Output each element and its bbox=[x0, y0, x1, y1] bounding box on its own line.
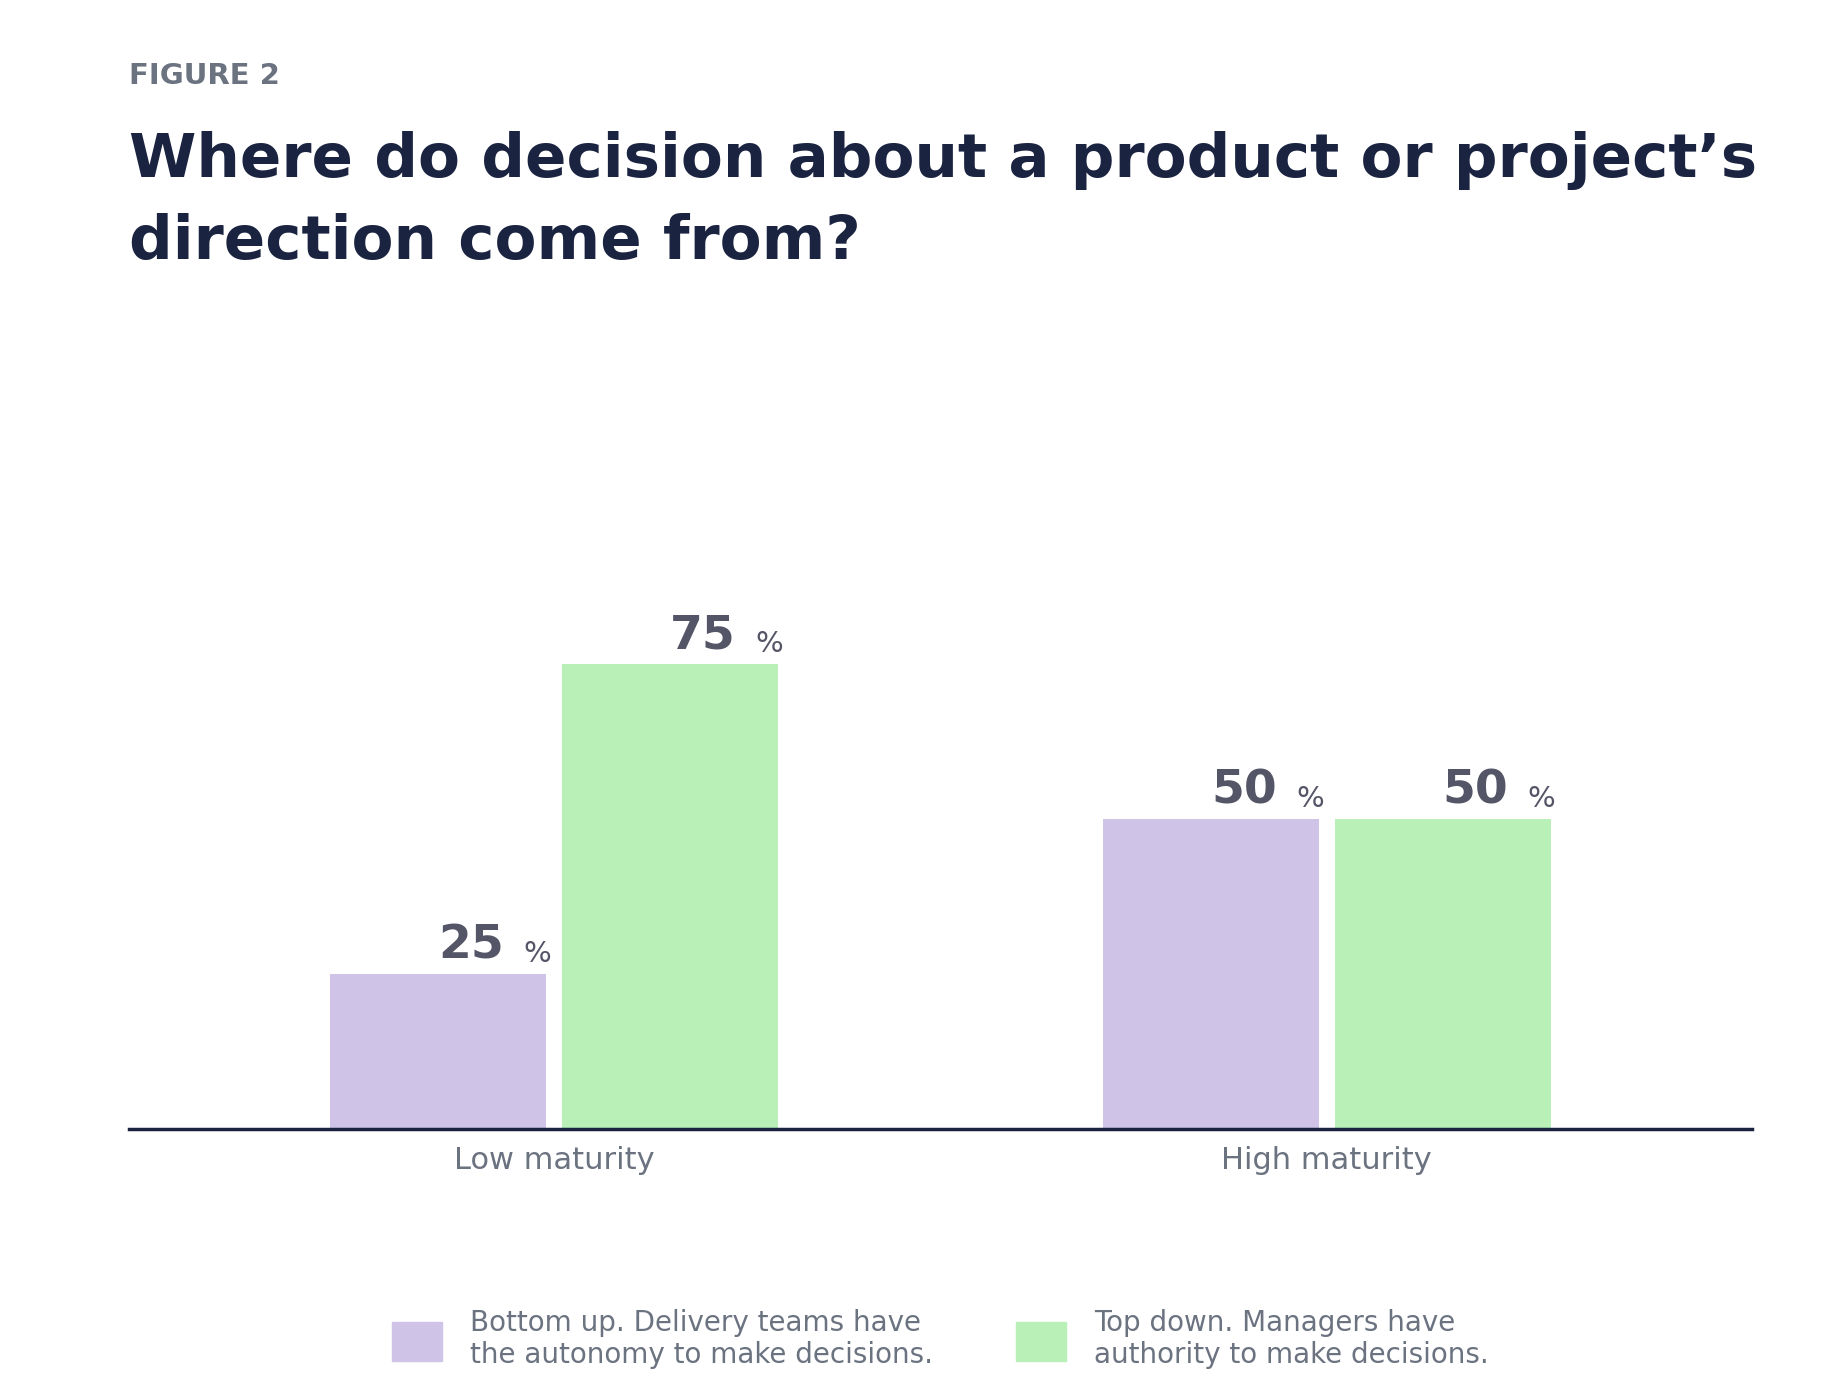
Bar bbox=[1335, 819, 1551, 1129]
Text: Where do decision about a product or project’s: Where do decision about a product or pro… bbox=[129, 131, 1757, 190]
Bar bbox=[330, 975, 546, 1129]
Text: FIGURE 2: FIGURE 2 bbox=[129, 62, 280, 90]
Text: 50: 50 bbox=[1212, 768, 1276, 812]
Bar bbox=[562, 665, 778, 1129]
Text: %: % bbox=[524, 940, 551, 968]
Text: 50: 50 bbox=[1442, 768, 1508, 812]
Text: %: % bbox=[1296, 785, 1324, 812]
Text: 75: 75 bbox=[669, 613, 736, 658]
Text: direction come from?: direction come from? bbox=[129, 213, 861, 273]
Bar bbox=[1103, 819, 1318, 1129]
Text: %: % bbox=[1527, 785, 1556, 812]
Legend: Bottom up. Delivery teams have
the autonomy to make decisions., Top down. Manage: Bottom up. Delivery teams have the auton… bbox=[382, 1299, 1499, 1377]
Text: 25: 25 bbox=[439, 923, 503, 968]
Text: %: % bbox=[754, 631, 782, 658]
